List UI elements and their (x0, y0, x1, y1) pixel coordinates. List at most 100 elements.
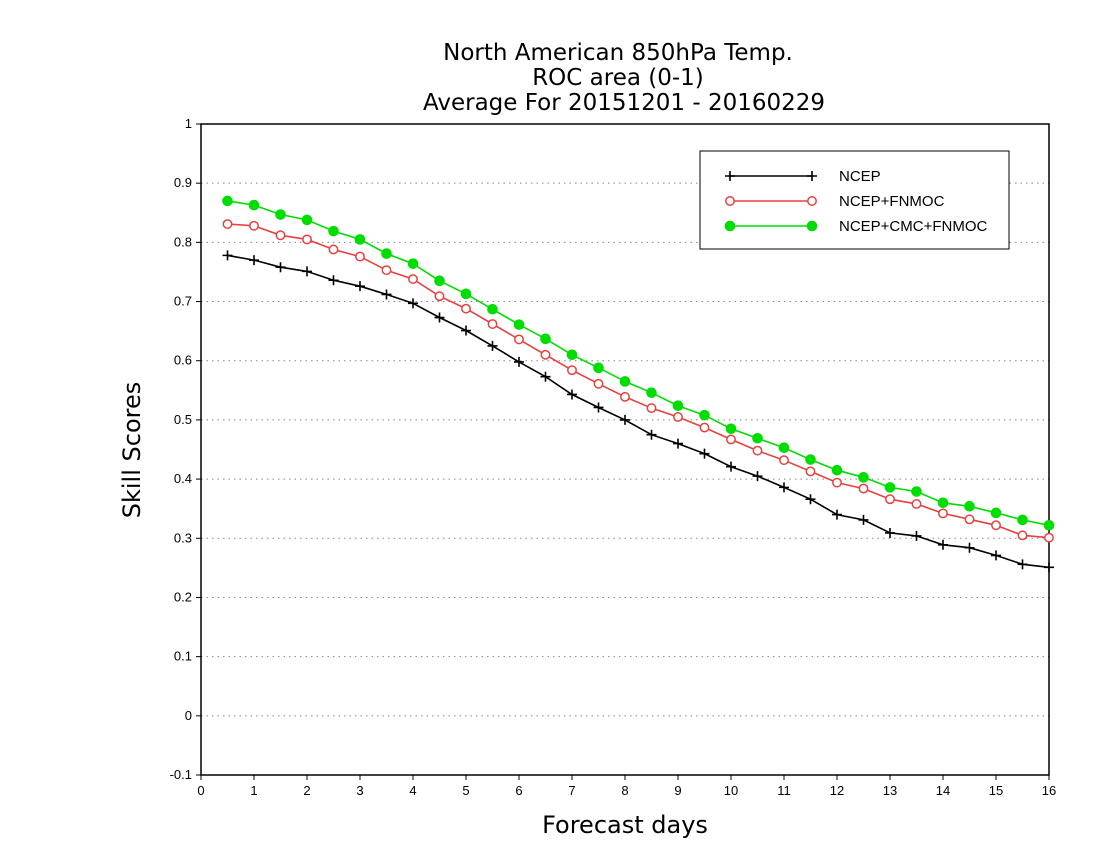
y-tick-label: 0.8 (174, 234, 192, 249)
data-point (646, 387, 657, 398)
data-point (831, 464, 843, 476)
data-point (646, 429, 657, 440)
data-point (779, 482, 789, 493)
data-point (1017, 559, 1028, 570)
data-point (646, 403, 657, 414)
x-tick-label: 15 (989, 783, 1003, 798)
x-tick-label: 14 (936, 783, 950, 798)
x-tick-label: 0 (197, 783, 204, 798)
data-point (513, 319, 525, 330)
data-point (858, 472, 869, 483)
y-tick-label: 0.7 (174, 294, 192, 309)
x-tick-label: 2 (303, 783, 310, 798)
data-point (540, 349, 551, 360)
x-tick-label: 6 (515, 783, 522, 798)
data-point (938, 508, 948, 519)
data-point (726, 461, 736, 472)
data-point (699, 409, 710, 421)
data-point (964, 501, 975, 512)
data-point (726, 434, 736, 445)
data-point (222, 195, 233, 207)
legend-item: NCEP+CMC+FNMOC (724, 218, 988, 235)
y-axis: -0.1 0 0.1 0.2 0.3 0.4 0.5 0.6 0.7 0.8 0.9 1 (170, 116, 201, 782)
data-point (487, 303, 498, 315)
data-point (408, 298, 418, 309)
data-point (355, 251, 365, 262)
data-point (673, 412, 683, 422)
series-ncep-cmc-fnmoc (222, 195, 1055, 531)
data-point (381, 248, 392, 259)
data-point (620, 391, 630, 402)
title-line-1: North American 850hPa Temp. (443, 40, 793, 66)
data-point (302, 266, 312, 277)
title-line-3: Average For 20151201 - 20160229 (423, 90, 825, 116)
data-point (540, 371, 551, 382)
x-tick-label: 12 (830, 783, 844, 798)
data-point (461, 303, 471, 314)
y-tick-label: 0.3 (174, 530, 192, 545)
series-line (227, 223, 1050, 539)
series-line (227, 254, 1050, 569)
data-point (1017, 514, 1028, 526)
data-point (964, 514, 975, 525)
data-point (778, 442, 790, 454)
data-point (593, 402, 604, 413)
data-point (381, 289, 392, 300)
data-point (1044, 532, 1054, 543)
y-tick-label: 0 (185, 708, 192, 723)
data-point (328, 225, 339, 237)
data-point (858, 514, 869, 525)
data-point (699, 448, 710, 459)
data-point (672, 400, 684, 412)
data-point (725, 196, 735, 206)
data-point (990, 507, 1002, 519)
title-line-2: ROC area (0-1) (532, 65, 704, 91)
y-tick-label: 0.2 (174, 589, 192, 604)
x-tick-label: 1 (250, 783, 257, 798)
data-point (275, 209, 286, 220)
y-tick-label: 0.4 (174, 471, 192, 486)
data-point (911, 530, 922, 541)
data-point (328, 244, 339, 255)
x-tick-label: 3 (356, 783, 363, 798)
y-tick-label: -0.1 (170, 767, 192, 782)
x-tick-label: 9 (674, 783, 681, 798)
y-tick-label: 1 (185, 116, 192, 131)
data-point (301, 214, 313, 226)
data-point (302, 234, 312, 245)
y-tick-label: 0.9 (174, 175, 192, 190)
data-point (275, 230, 286, 241)
data-point (434, 312, 445, 323)
data-point (964, 542, 975, 553)
x-tick-label: 7 (568, 783, 575, 798)
data-point (620, 414, 630, 425)
data-point (593, 362, 604, 374)
data-point (567, 365, 577, 376)
data-point (885, 527, 895, 538)
data-point (779, 455, 789, 466)
x-tick-label: 10 (724, 783, 738, 798)
data-point (408, 274, 418, 285)
data-point (434, 275, 445, 287)
data-point (619, 376, 631, 387)
data-point (699, 422, 710, 433)
x-axis: 0 1 2 3 4 5 6 7 8 9 10 11 12 13 14 15 16 (197, 775, 1056, 798)
data-point (328, 275, 339, 286)
legend-item: NCEP (725, 168, 881, 185)
data-point (566, 349, 578, 361)
data-point (724, 220, 736, 232)
data-point (911, 498, 922, 509)
data-point (460, 288, 472, 300)
data-point (248, 199, 260, 211)
data-point (487, 319, 498, 329)
data-point (752, 471, 763, 482)
gridlines (201, 182, 1049, 717)
data-point (249, 255, 259, 266)
data-point (991, 550, 1001, 561)
data-point (806, 220, 818, 232)
data-point (355, 281, 365, 292)
chart-title: North American 850hPa Temp. ROC area (0-… (423, 40, 825, 116)
legend-box (699, 150, 1010, 250)
x-tick-label: 11 (777, 783, 791, 798)
